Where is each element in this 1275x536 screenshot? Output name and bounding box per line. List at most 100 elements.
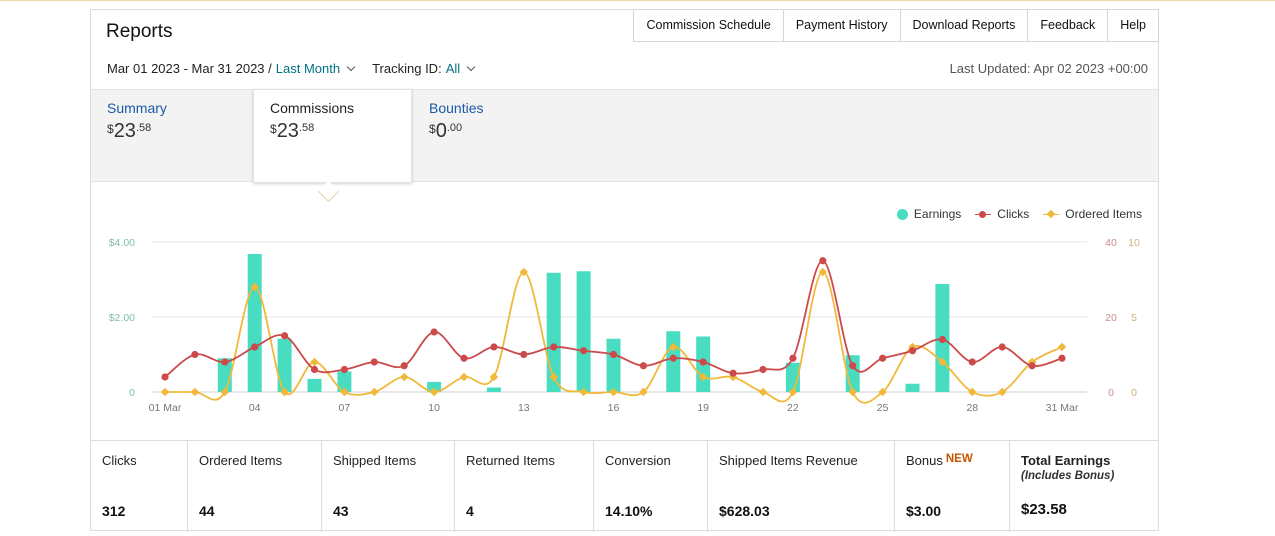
- stats-row: Clicks 312 Ordered Items 44 Shipped Items 4…: [91, 440, 1158, 532]
- stat-shipped-items: Shipped Items 43: [322, 441, 455, 532]
- clicks-point: [550, 343, 558, 351]
- ordered-items-point: [549, 372, 558, 382]
- x-tick: 16: [608, 402, 620, 414]
- tab-bounties[interactable]: Bounties $0.00: [413, 90, 573, 180]
- x-tick: 10: [428, 402, 440, 414]
- ordered-items-point: [848, 387, 857, 397]
- y-tick-ordered: 0: [1131, 387, 1137, 399]
- stat-clicks: Clicks 312: [91, 441, 188, 532]
- legend-earnings[interactable]: Earnings: [896, 207, 961, 221]
- chart-svg: $4.00 $2.00 0 40 20 0 10 5 0 01 Mar 04 07 10 13 16 19 22…: [109, 237, 1140, 414]
- stat-ordered-items: Ordered Items 44: [188, 441, 322, 532]
- chart-legend: Earnings Clicks Ordered Items: [883, 207, 1142, 221]
- ordered-items-point: [698, 372, 708, 382]
- tracking-id-dropdown[interactable]: All: [445, 61, 461, 76]
- earnings-bar: [337, 371, 352, 392]
- clicks-point: [340, 365, 348, 374]
- x-tick: 01 Mar: [149, 402, 182, 414]
- ordered-items-point: [609, 387, 618, 397]
- clicks-point: [639, 362, 648, 370]
- top-accent-line: [0, 0, 1275, 1]
- earnings-bar: [546, 272, 561, 392]
- ordered-items-point: [758, 387, 768, 397]
- ordered-items-point: [669, 342, 678, 352]
- summary-tabs: Summary $23.58 Commissions $23.58 Bounti…: [91, 89, 1158, 183]
- chevron-down-icon: [466, 62, 476, 72]
- tab-commissions[interactable]: Commissions $23.58: [253, 89, 412, 183]
- date-range-text: Mar 01 2023 - Mar 31 2023 /: [107, 61, 272, 76]
- y-tick-ordered: 5: [1131, 312, 1137, 324]
- clicks-point: [490, 343, 498, 351]
- earnings-bar: [905, 383, 920, 392]
- filter-row: Mar 01 2023 - Mar 31 2023 / Last Month T…: [107, 61, 480, 76]
- ordered-items-point: [280, 387, 289, 397]
- earnings-bar: [307, 378, 322, 392]
- x-tick: 04: [249, 402, 261, 414]
- chevron-down-icon: [346, 62, 356, 72]
- earnings-bar: [606, 338, 621, 392]
- tab-amount: $0.00: [429, 120, 463, 142]
- tab-label: Summary: [107, 100, 167, 116]
- feedback-button[interactable]: Feedback: [1028, 9, 1109, 42]
- ordered-items-point: [938, 357, 947, 367]
- clicks-point: [908, 347, 917, 355]
- clicks-point: [968, 358, 976, 366]
- clicks-point: [938, 335, 947, 344]
- clicks-point: [400, 362, 408, 370]
- ordered-items-point: [519, 267, 529, 277]
- top-nav: Commission Schedule Payment History Down…: [633, 9, 1159, 42]
- ordered-items-point: [1057, 342, 1067, 352]
- legend-ordered-items[interactable]: Ordered Items: [1043, 207, 1142, 221]
- tab-label: Commissions: [270, 100, 355, 116]
- ordered-items-point: [997, 387, 1007, 397]
- ordered-items-point: [429, 387, 439, 397]
- y-tick-clicks: 0: [1108, 387, 1114, 399]
- y-tick-earnings: $4.00: [109, 237, 135, 249]
- clicks-point: [699, 358, 707, 366]
- tab-amount: $23.58: [107, 120, 152, 142]
- ordered-items-point: [818, 267, 828, 277]
- download-reports-button[interactable]: Download Reports: [900, 9, 1029, 42]
- clicks-point: [251, 343, 259, 351]
- last-updated-text: Last Updated: Apr 02 2023 +00:00: [949, 61, 1148, 76]
- earnings-bar: [576, 271, 591, 392]
- ordered-items-point: [190, 387, 200, 397]
- clicks-point: [161, 373, 169, 381]
- clicks-point: [310, 365, 319, 374]
- date-preset-dropdown[interactable]: Last Month: [275, 61, 341, 76]
- y-tick-clicks: 40: [1105, 237, 1117, 249]
- x-tick: 07: [339, 402, 351, 414]
- clicks-point: [609, 350, 618, 359]
- stat-bonus: Bonus NEW $3.00: [895, 441, 1010, 532]
- tab-summary[interactable]: Summary $23.58: [91, 90, 251, 180]
- ordered-items-point: [489, 372, 499, 382]
- stat-returned-items: Returned Items 4: [455, 441, 594, 532]
- commission-schedule-button[interactable]: Commission Schedule: [633, 9, 784, 42]
- ordered-items-point: [459, 372, 469, 382]
- x-tick: 31 Mar: [1046, 402, 1079, 414]
- clicks-point: [1058, 354, 1066, 362]
- legend-clicks[interactable]: Clicks: [975, 207, 1029, 221]
- clicks-point: [849, 362, 857, 370]
- ordered-items-point: [399, 372, 409, 382]
- ordered-items-point: [878, 387, 887, 397]
- clicks-point: [759, 365, 767, 374]
- clicks-point: [580, 347, 588, 355]
- stat-shipped-items-revenue: Shipped Items Revenue $628.03: [708, 441, 895, 532]
- payment-history-button[interactable]: Payment History: [783, 9, 901, 42]
- ordered-items-point: [160, 387, 170, 397]
- ordered-items-line: [164, 271, 1063, 404]
- x-tick: 25: [877, 402, 889, 414]
- clicks-point: [520, 350, 528, 359]
- x-tick: 28: [966, 402, 978, 414]
- clicks-point: [998, 343, 1006, 351]
- tab-label: Bounties: [429, 100, 484, 116]
- x-tick: 13: [518, 402, 530, 414]
- earnings-bar: [427, 381, 442, 392]
- ordered-items-point: [968, 387, 977, 397]
- clicks-point: [789, 354, 797, 362]
- reports-panel: Reports Commission Schedule Payment Hist…: [90, 9, 1159, 532]
- help-button[interactable]: Help: [1108, 9, 1159, 42]
- ordered-items-point: [220, 387, 230, 397]
- ordered-items-point: [310, 357, 319, 367]
